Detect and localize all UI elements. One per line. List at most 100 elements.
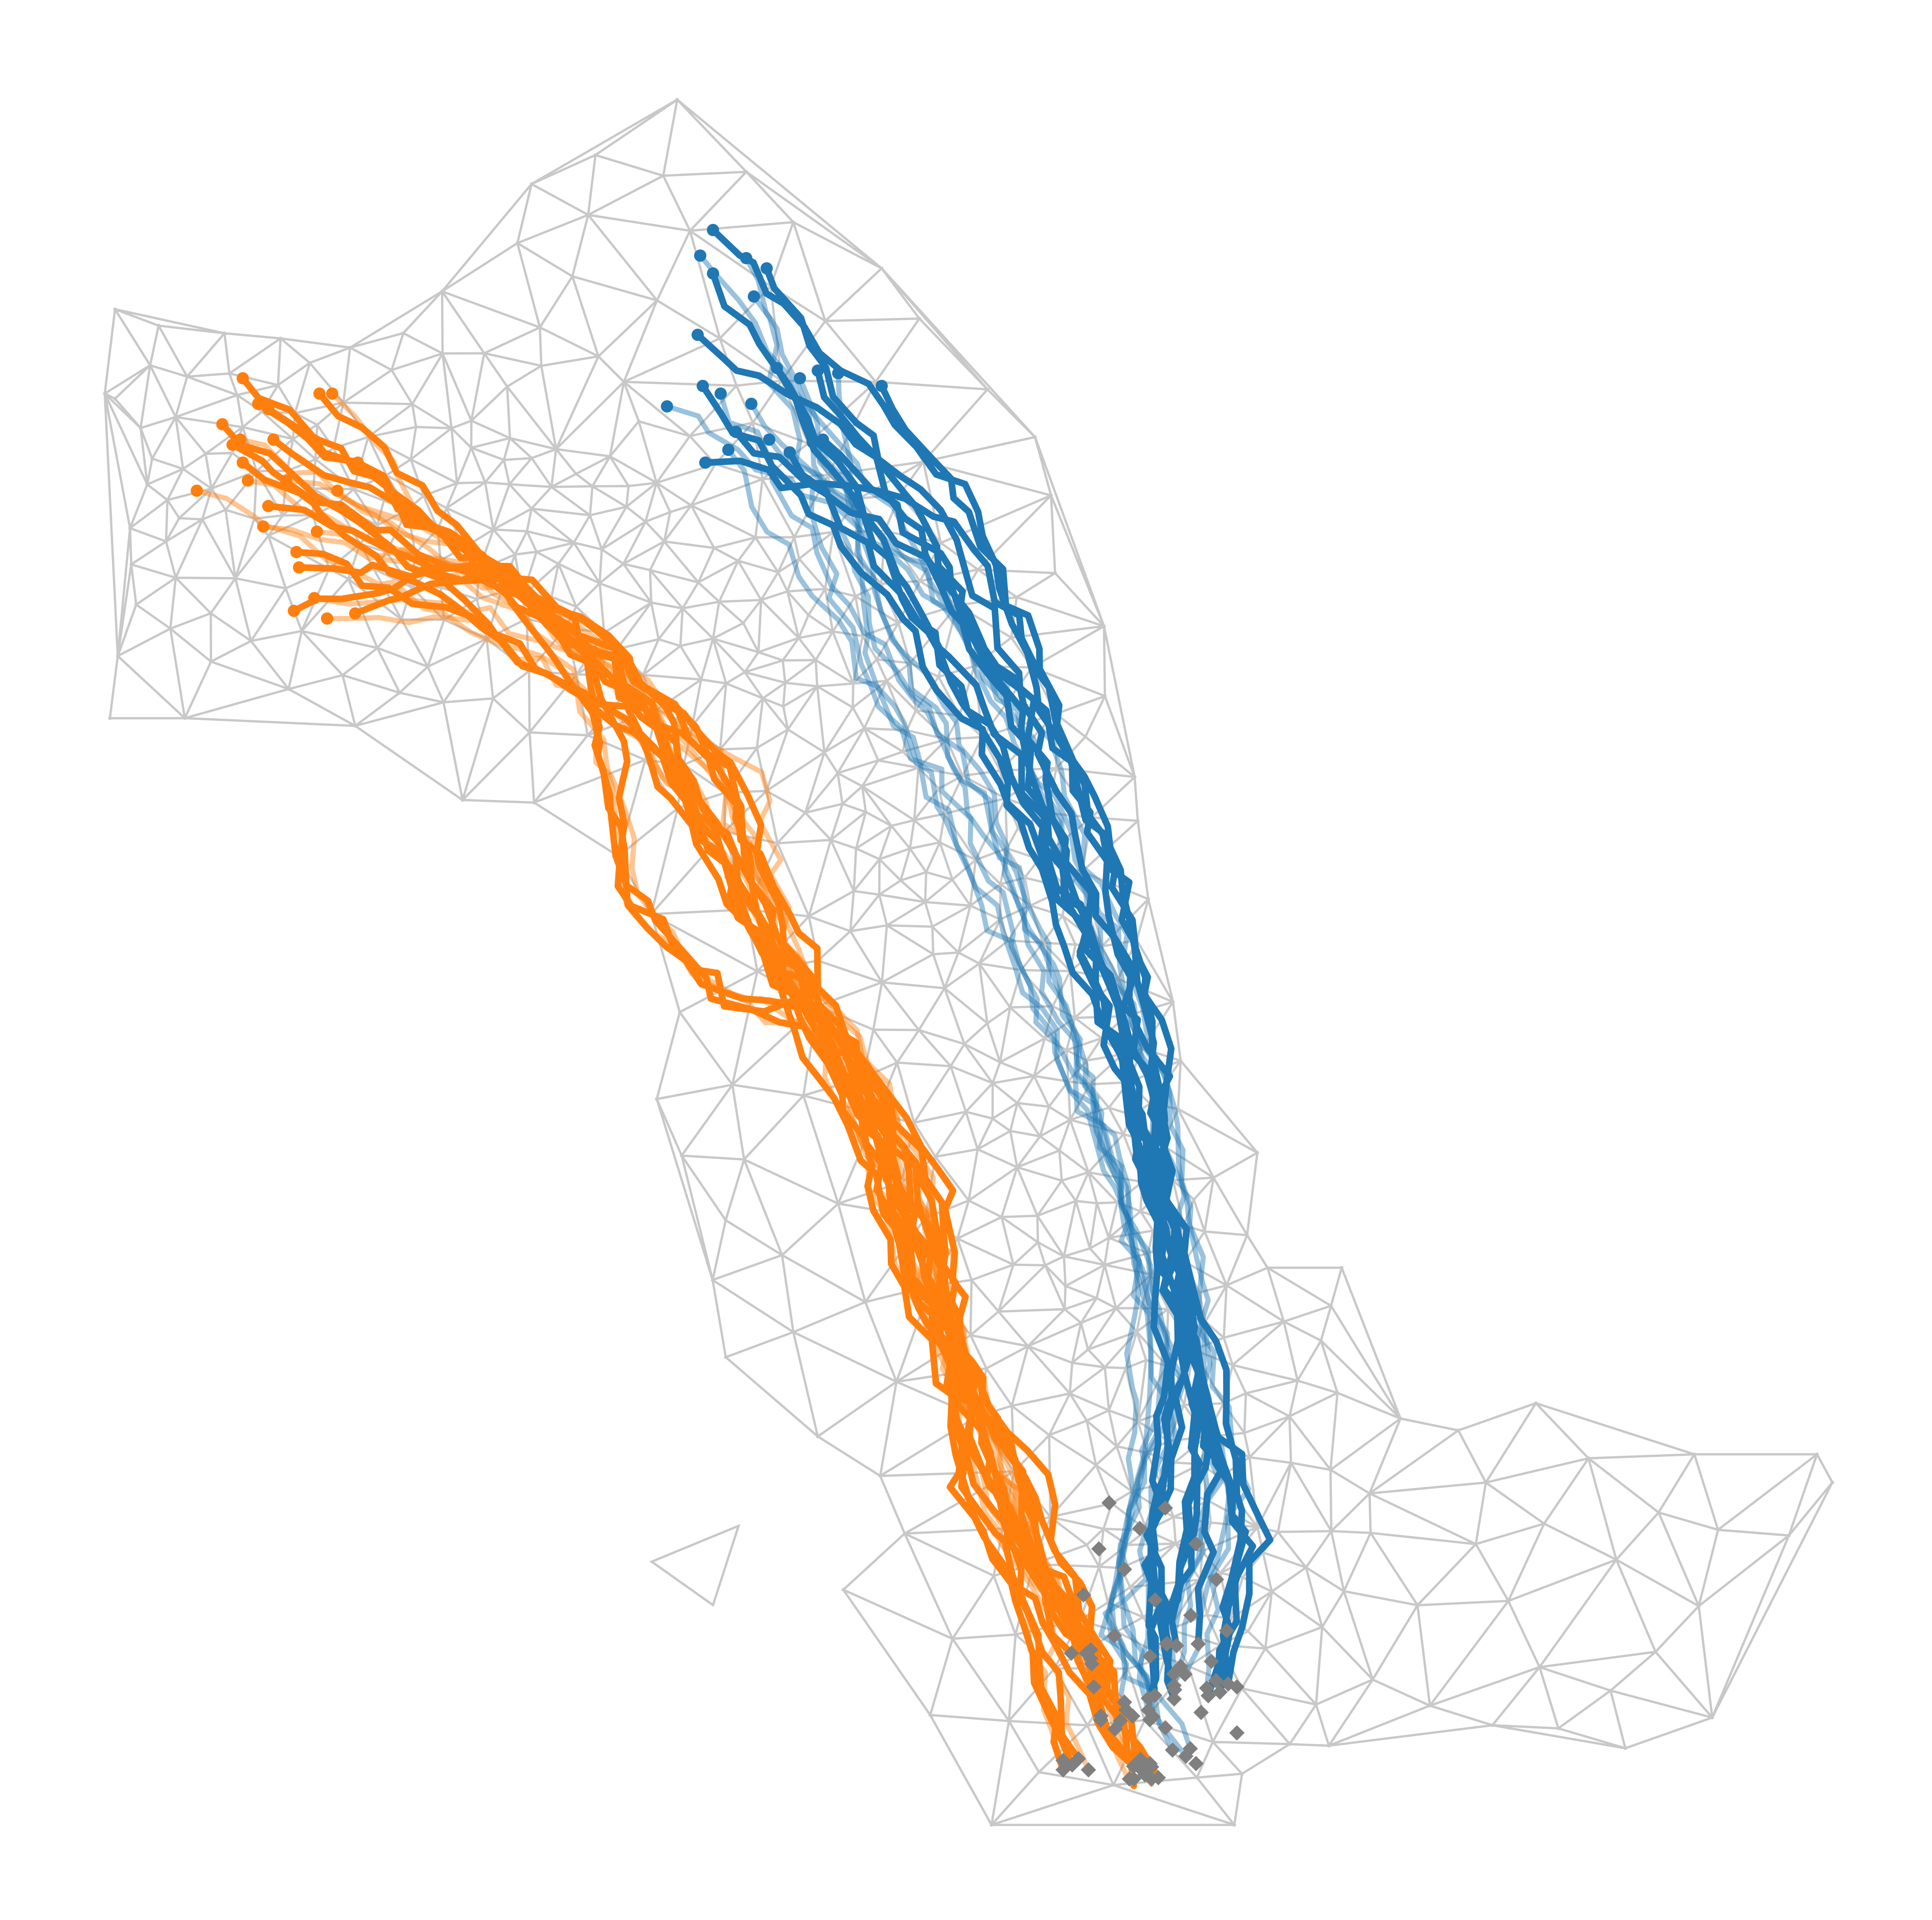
mesh-node (977, 962, 981, 966)
mesh-node (227, 372, 232, 376)
end-node (1117, 1562, 1132, 1577)
mesh-node (1320, 1625, 1324, 1629)
end-node (1132, 1521, 1147, 1536)
mesh-node (1014, 1633, 1018, 1637)
blue-start-node (763, 433, 775, 446)
mesh-node (539, 364, 543, 368)
mesh-node (352, 487, 356, 491)
mesh-node (308, 361, 312, 365)
mesh-node (860, 784, 864, 788)
mesh-node (461, 798, 465, 802)
mesh-node (156, 324, 160, 328)
mesh-node (851, 705, 855, 710)
mesh-node (398, 691, 402, 695)
mesh-node (1195, 1775, 1199, 1779)
mesh-node (755, 746, 759, 750)
mesh-node (1197, 1290, 1201, 1294)
mesh-node (1032, 1074, 1036, 1078)
mesh-node (1371, 1678, 1375, 1682)
mesh-node (1225, 1283, 1229, 1287)
end-node (1078, 1645, 1094, 1661)
mesh-node (1102, 1263, 1107, 1267)
mesh-node (1205, 1613, 1209, 1617)
blue-start-node (761, 262, 773, 275)
mesh-node (885, 679, 889, 683)
mesh-node (1171, 1515, 1176, 1519)
mesh-node (502, 458, 506, 462)
mesh-node (999, 882, 1003, 886)
mesh-node (1008, 1129, 1013, 1133)
mesh-node (945, 737, 949, 741)
mesh-node (717, 600, 721, 604)
mesh-node (177, 516, 181, 520)
mesh-node (1103, 694, 1107, 698)
mesh-node (1065, 1048, 1069, 1052)
mesh-node (718, 336, 722, 340)
end-node (1093, 1708, 1109, 1724)
mesh-node (1171, 1000, 1175, 1004)
mesh-node (742, 1157, 746, 1161)
mesh-node (1085, 1723, 1089, 1727)
mesh-node (1006, 939, 1010, 943)
orange-start-node (308, 592, 320, 604)
mesh-node (590, 484, 594, 488)
mesh-node (1211, 1176, 1215, 1180)
blue-start-node (707, 267, 719, 280)
mesh-node (848, 929, 853, 933)
end-node (1091, 1541, 1107, 1557)
blue-start-node (715, 387, 727, 400)
mesh-node (608, 454, 612, 459)
mesh-node (791, 1330, 795, 1334)
mesh-node (1328, 1468, 1332, 1472)
end-node (1168, 1638, 1184, 1654)
mesh-node (1107, 1236, 1111, 1240)
mesh-node (1053, 571, 1057, 575)
mesh-node (775, 841, 779, 845)
mesh-node (1088, 1082, 1092, 1086)
blue-trajectory (819, 436, 1227, 1648)
mesh-node (513, 553, 517, 557)
mesh-node (287, 687, 291, 691)
mesh-node (724, 681, 728, 685)
mesh-node (183, 716, 187, 720)
end-node (1086, 1679, 1101, 1695)
end-node (1219, 1623, 1234, 1638)
end-node (1147, 1592, 1163, 1608)
mesh-node (1136, 819, 1140, 823)
mesh-node (1133, 775, 1137, 779)
mesh-node (449, 426, 453, 430)
mesh-node (475, 597, 479, 601)
mesh-node (643, 520, 648, 524)
mesh-node (759, 598, 763, 602)
mesh-node (786, 589, 790, 593)
isolated-mesh-triangle (649, 1524, 741, 1607)
mesh-node (1107, 1408, 1111, 1412)
mesh-node (712, 546, 716, 550)
mesh-node (597, 581, 602, 585)
mesh-node (960, 774, 964, 778)
mesh-node (751, 421, 755, 425)
mesh-node (1144, 1358, 1148, 1362)
mesh-node (761, 477, 765, 481)
mesh-node (445, 506, 449, 510)
mesh-node (1304, 1565, 1308, 1569)
blue-trajectories (694, 226, 1274, 1702)
mesh-node (482, 351, 486, 355)
mesh-node (1327, 1744, 1331, 1748)
mesh-node (103, 392, 107, 396)
mesh-node (1209, 1521, 1213, 1525)
mesh-node (538, 326, 542, 329)
mesh-node (530, 507, 534, 511)
mesh-node (1369, 1531, 1373, 1535)
mesh-node (1100, 944, 1104, 948)
mesh-node (917, 1028, 921, 1032)
mesh-node (1556, 1726, 1560, 1730)
mesh-node (657, 637, 661, 641)
mesh-node (410, 585, 414, 589)
mesh-node (1176, 1107, 1180, 1111)
mesh-node (276, 383, 280, 387)
end-node (1199, 1680, 1214, 1696)
mesh-node (491, 528, 495, 532)
mesh-node (1037, 1770, 1041, 1774)
